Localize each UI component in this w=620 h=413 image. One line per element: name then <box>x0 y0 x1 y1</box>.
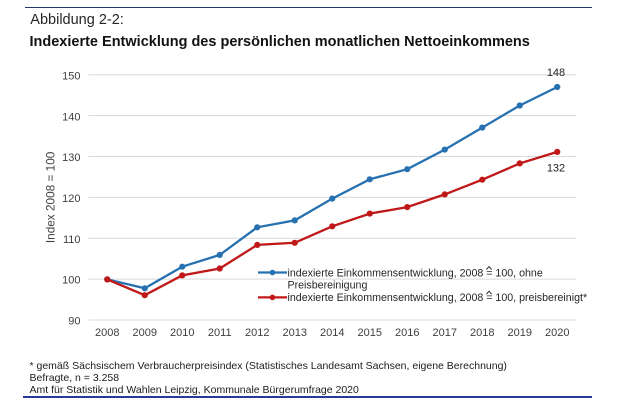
svg-text:130: 130 <box>62 152 80 164</box>
svg-text:90: 90 <box>68 316 80 328</box>
svg-text:2020: 2020 <box>545 327 569 339</box>
svg-text:2014: 2014 <box>320 327 344 339</box>
svg-text:2016: 2016 <box>395 327 419 339</box>
svg-text:2018: 2018 <box>470 327 494 339</box>
svg-text:148: 148 <box>547 67 565 79</box>
svg-text:2017: 2017 <box>433 327 457 339</box>
svg-text:2011: 2011 <box>208 327 232 339</box>
svg-text:2009: 2009 <box>133 327 157 339</box>
svg-text:120: 120 <box>62 193 80 205</box>
svg-text:110: 110 <box>63 234 81 246</box>
svg-text:2008: 2008 <box>95 327 119 339</box>
svg-text:140: 140 <box>62 111 80 123</box>
svg-text:indexierte Einkommensentwicklu: indexierte Einkommensentwicklung, 2008 =… <box>288 267 543 279</box>
svg-text:2013: 2013 <box>283 327 307 339</box>
svg-text:132: 132 <box>547 162 565 174</box>
svg-text:Preisbereinigung: Preisbereinigung <box>288 279 368 291</box>
svg-text:indexierte Einkommensentwicklu: indexierte Einkommensentwicklung, 2008 =… <box>288 292 588 304</box>
svg-text:150: 150 <box>62 70 80 82</box>
svg-text:100: 100 <box>62 275 80 287</box>
svg-text:2010: 2010 <box>170 327 194 339</box>
svg-text:2019: 2019 <box>508 327 532 339</box>
svg-text:2015: 2015 <box>358 327 382 339</box>
svg-text:Index 2008 = 100: Index 2008 = 100 <box>44 151 58 243</box>
svg-text:2012: 2012 <box>245 327 269 339</box>
